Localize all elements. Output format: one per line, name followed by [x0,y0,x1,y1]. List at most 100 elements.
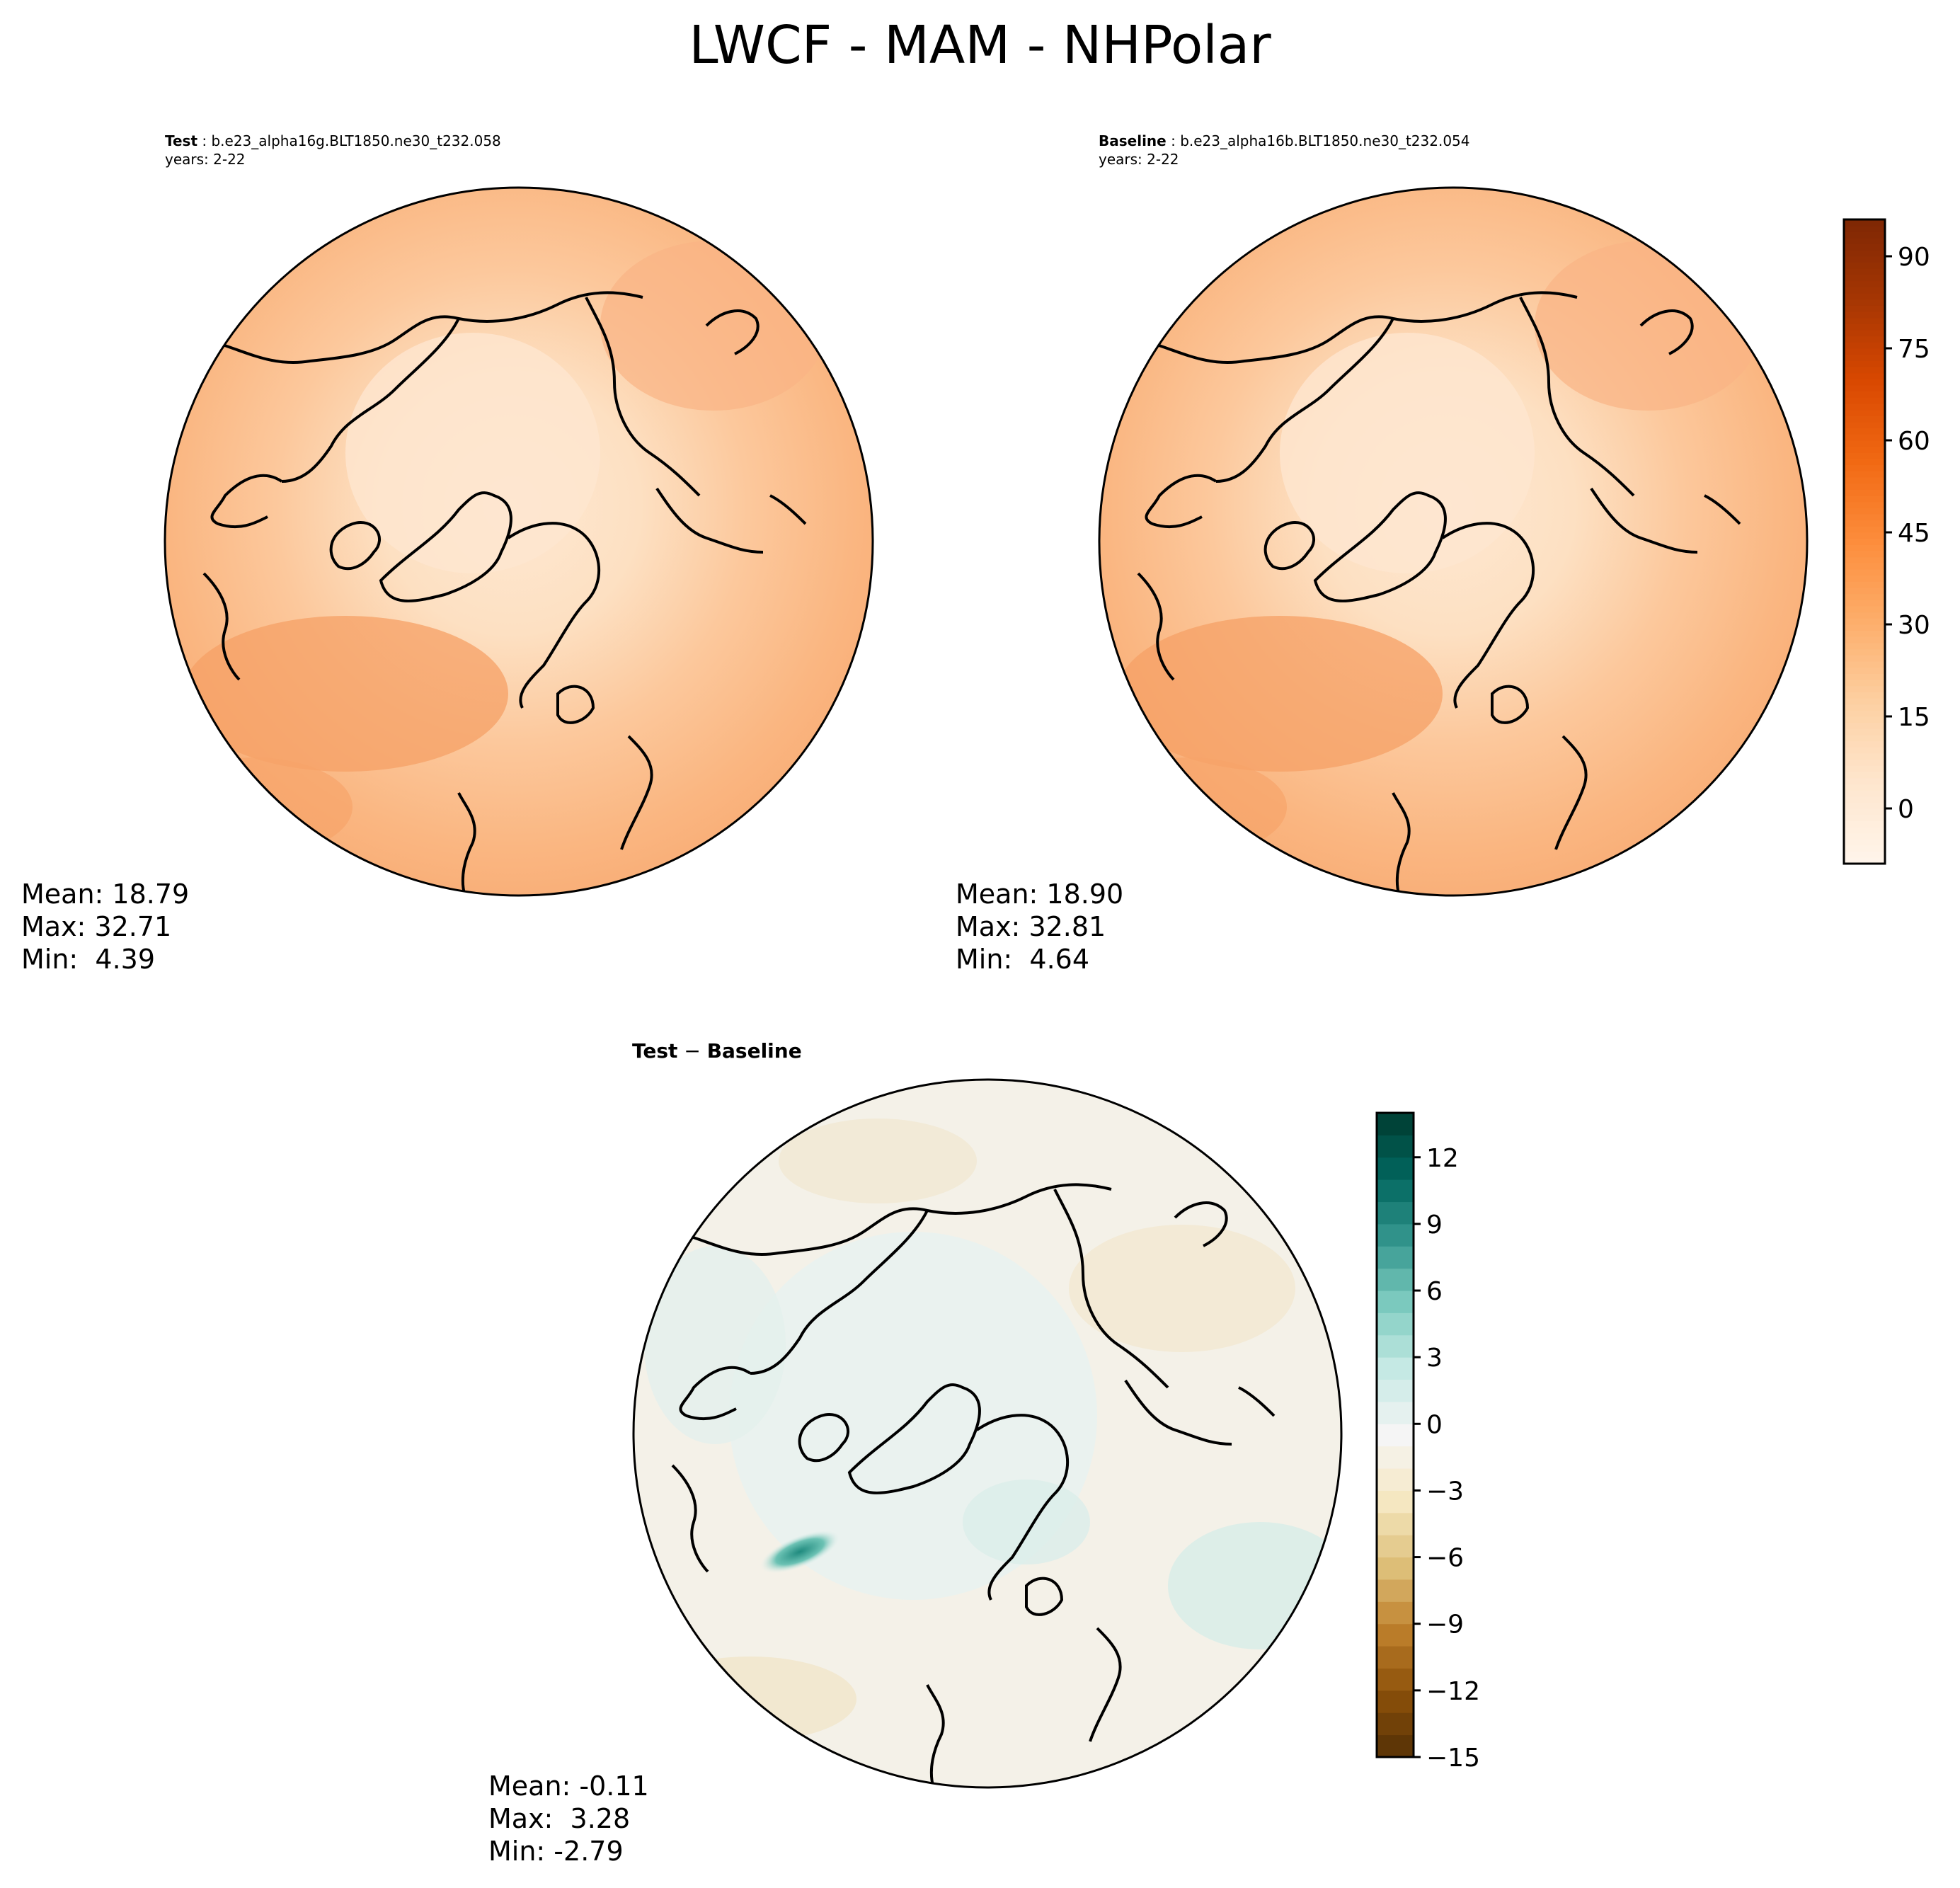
difference-min: Min: -2.79 [488,1836,624,1867]
baseline-stats: Mean: 18.90 Max: 32.81 Min: 4.64 [956,878,1123,976]
main-colorbar-bins [1844,219,1885,864]
test-cool-center [345,333,600,573]
main-colorbar-bin [1844,612,1885,619]
main-colorbar-bin [1844,563,1885,570]
main-colorbar-bin [1844,851,1885,858]
main-colorbar-bin [1844,593,1885,600]
difference-colorbar-bin [1377,1179,1414,1203]
baseline-label: Baseline [1099,132,1167,149]
main-colorbar-bin [1844,551,1885,558]
difference-colorbar-bin [1377,1446,1414,1469]
difference-coastlines [671,1183,1276,1787]
main-colorbar-bin [1844,317,1885,324]
baseline-cool-center [1280,333,1535,573]
main-colorbar-bin [1844,630,1885,637]
main-colorbar-bin [1844,501,1885,508]
main-colorbar-bin [1844,330,1885,337]
test-map [164,186,874,897]
main-colorbar-bin [1844,367,1885,374]
main-colorbar-bin [1844,250,1885,257]
main-colorbar-bin [1844,728,1885,736]
main-colorbar-bin [1844,740,1885,748]
main-colorbar-tick-label: 75 [1898,335,1930,364]
main-colorbar-bin [1844,404,1885,411]
main-colorbar-bin [1844,777,1885,784]
main-colorbar-bin [1844,526,1885,533]
test-label: Test [165,132,198,149]
difference-colorbar-tick-label: −9 [1426,1610,1464,1640]
difference-colorbar-bin [1377,1246,1414,1269]
difference-colorbar-tick-label: 12 [1426,1144,1459,1173]
difference-blue-west [644,1246,786,1444]
main-colorbar-bin [1844,710,1885,717]
difference-colorbar-bin [1377,1668,1414,1691]
baseline-map-boundary [1098,186,1809,897]
difference-colorbar-bin [1377,1268,1414,1291]
difference-colorbar-tick-label: −12 [1426,1677,1480,1706]
main-colorbar-bin [1844,532,1885,539]
main-colorbar-bin [1844,385,1885,392]
test-max: Max: 32.71 [21,911,172,942]
difference-colorbar-frame [1375,1111,1415,1758]
main-colorbar-bin [1844,685,1885,692]
test-sep: : [197,132,212,149]
baseline-mean: Mean: 18.90 [956,879,1124,910]
baseline-case: b.e23_alpha16b.BLT1850.ne30_t232.054 [1180,132,1470,149]
difference-title-sep: − [677,1039,707,1063]
difference-map [632,1078,1343,1789]
main-colorbar-bin [1844,477,1885,484]
baseline-coastlines [1137,291,1741,896]
main-colorbar-bin [1844,636,1885,643]
difference-colorbar-bins [1377,1113,1414,1758]
difference-tan-n [779,1119,977,1203]
main-colorbar-bin [1844,372,1885,379]
difference-mean: Mean: -0.11 [488,1770,649,1802]
main-colorbar-bin [1844,452,1885,459]
main-colorbar: 90 75 60 45 30 15 0 [1842,218,1930,865]
test-mean: Mean: 18.79 [21,879,190,910]
main-colorbar-bin [1844,324,1885,331]
main-colorbar-bin [1844,735,1885,742]
main-colorbar-bin [1844,845,1885,852]
main-colorbar-bin [1844,857,1885,864]
difference-tan-ne [1069,1225,1295,1352]
difference-colorbar-bin [1377,1535,1414,1558]
difference-colorbar-bin [1377,1379,1414,1402]
main-colorbar-bin [1844,600,1885,607]
main-colorbar-bin [1844,680,1885,687]
difference-max: Max: 3.28 [488,1803,631,1834]
main-colorbar-bin [1844,796,1885,803]
main-colorbar-bin [1844,814,1885,821]
main-colorbar-bin [1844,802,1885,809]
baseline-max: Max: 32.81 [956,911,1106,942]
main-colorbar-tick-label: 15 [1898,703,1930,732]
baseline-sep: : [1166,132,1181,149]
difference-colorbar-bin [1377,1579,1414,1602]
baseline-min: Min: 4.64 [956,944,1089,975]
difference-colorbar-ticks: 12 9 6 3 0 −3 −6 −9 −12 −15 [1414,1144,1480,1773]
test-years: years: 2-22 [165,151,246,168]
main-colorbar-bin [1844,464,1885,471]
baseline-map [1098,186,1809,897]
difference-colorbar-bin [1377,1113,1414,1135]
main-colorbar-bin [1844,624,1885,631]
main-colorbar-bin [1844,520,1885,527]
baseline-panel-title: Baseline : b.e23_alpha16b.BLT1850.ne30_t… [1099,132,1470,168]
main-colorbar-bin [1844,348,1885,355]
main-colorbar-bin [1844,575,1885,582]
main-colorbar-bin [1844,483,1885,490]
main-colorbar-bin [1844,569,1885,576]
main-colorbar-tick-label: 30 [1898,611,1930,640]
difference-colorbar-bin [1377,1334,1414,1358]
test-coastlines [202,291,807,896]
difference-colorbar-bin [1377,1623,1414,1647]
main-colorbar-bin [1844,299,1885,306]
main-colorbar-bin [1844,416,1885,423]
main-colorbar-bin [1844,606,1885,613]
main-colorbar-bin [1844,422,1885,429]
main-colorbar-tick-label: 45 [1898,519,1930,548]
main-colorbar-bin [1844,293,1885,300]
main-colorbar-bin [1844,391,1885,398]
difference-colorbar-tick-label: 0 [1426,1410,1443,1439]
main-colorbar-bin [1844,667,1885,674]
